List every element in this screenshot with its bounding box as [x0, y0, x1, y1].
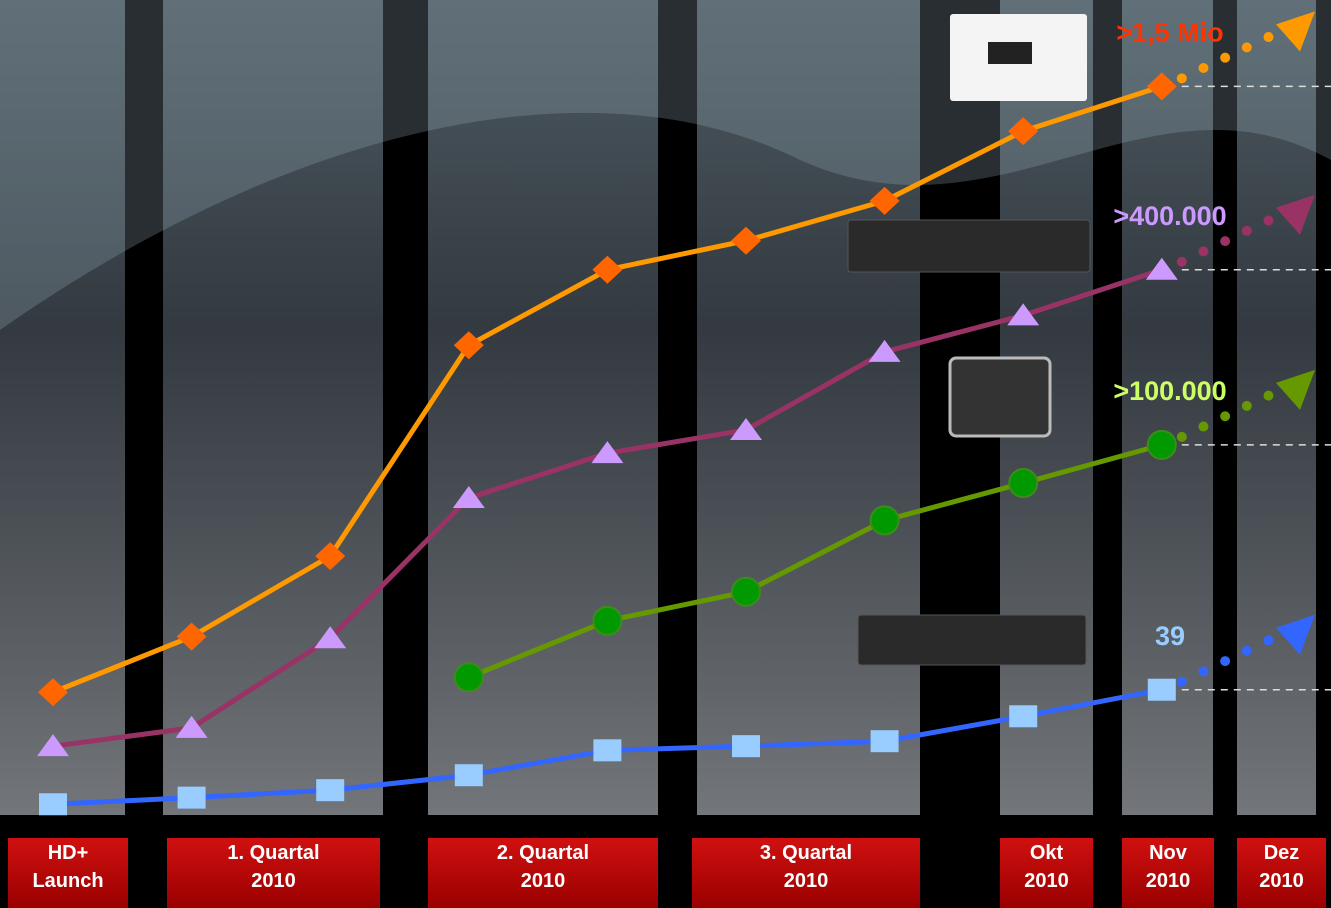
marker [452, 486, 485, 508]
marker [592, 605, 623, 636]
marker [1146, 72, 1177, 101]
end-label: >400.000 [1113, 201, 1226, 231]
marker [177, 786, 206, 809]
period-label: Okt [1030, 842, 1064, 864]
period-label: 2010 [784, 870, 829, 892]
period-label: 2010 [1024, 870, 1069, 892]
period-label: 2010 [251, 870, 296, 892]
columns [0, 0, 1316, 815]
marker [1009, 705, 1038, 728]
marker [316, 779, 345, 802]
plot: >1,5 Mio >400.000 >100.000 39 [37, 11, 1331, 816]
marker [175, 715, 208, 738]
marker [1007, 303, 1040, 326]
period-label: 2010 [1259, 870, 1304, 892]
marker [1146, 429, 1177, 460]
column [163, 0, 383, 815]
marker [869, 505, 900, 536]
trend-arrow [1276, 11, 1315, 52]
column [0, 0, 125, 815]
marker [869, 186, 900, 215]
end-label: 39 [1155, 621, 1185, 651]
marker [591, 441, 624, 464]
trend-dots [1176, 214, 1275, 267]
period-label: 2010 [521, 870, 566, 892]
trend-dots [1176, 31, 1275, 84]
marker [454, 764, 483, 787]
trend-arrow [1276, 369, 1315, 410]
column [697, 0, 920, 815]
period-box [692, 838, 920, 908]
period-box [8, 838, 128, 908]
period-label: 2. Quartal [497, 842, 589, 864]
card-logo [988, 42, 1032, 64]
period-label: 1. Quartal [227, 842, 319, 864]
trend-arrow [1276, 194, 1315, 235]
period-label: 2010 [1146, 870, 1191, 892]
period-label: 3. Quartal [760, 842, 852, 864]
marker [730, 417, 762, 440]
marker [1008, 117, 1039, 146]
device-images [847, 14, 1091, 666]
marker [732, 735, 760, 758]
marker [315, 542, 346, 571]
receiver-image [857, 614, 1087, 666]
trend-arrow [1276, 614, 1315, 655]
marker [1145, 257, 1178, 280]
trend-dots [1176, 634, 1275, 687]
period-box [1122, 838, 1214, 908]
end-label: >1,5 Mio [1116, 17, 1223, 47]
marker [314, 626, 347, 649]
marker [39, 793, 67, 816]
period-box [428, 838, 658, 908]
end-label: >100.000 [1113, 376, 1226, 406]
marker [176, 622, 207, 651]
period-box [1000, 838, 1093, 908]
marker [593, 739, 622, 762]
receiver-image [847, 219, 1091, 273]
period-box [167, 838, 380, 908]
marker [453, 331, 484, 360]
marker [870, 730, 899, 753]
period-label: Launch [32, 870, 103, 892]
marker [731, 576, 761, 607]
period-label: Dez [1264, 842, 1300, 864]
marker [592, 255, 623, 284]
period-label: Nov [1149, 842, 1188, 864]
marker [453, 662, 484, 693]
series-line [467, 442, 1163, 680]
marker [37, 734, 69, 757]
marker [38, 678, 68, 707]
marker [1147, 678, 1176, 701]
marker [731, 226, 761, 255]
marker [868, 339, 901, 362]
period-label: HD+ [48, 842, 89, 864]
marker [1008, 468, 1039, 499]
cam-image [948, 356, 1052, 438]
period-box [1237, 838, 1326, 908]
trend-dots [1176, 389, 1275, 442]
